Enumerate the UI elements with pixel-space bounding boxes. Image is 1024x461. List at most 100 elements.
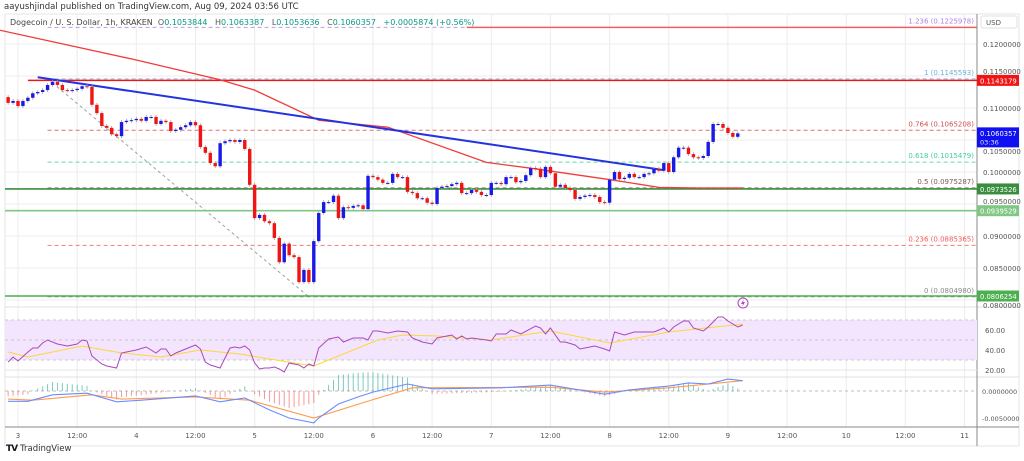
candle[interactable]: [149, 116, 153, 118]
candle[interactable]: [524, 175, 528, 181]
candle[interactable]: [124, 120, 129, 123]
candle[interactable]: [144, 116, 148, 121]
candle[interactable]: [386, 182, 390, 184]
candle[interactable]: [26, 97, 30, 101]
candle[interactable]: [410, 191, 415, 194]
candle[interactable]: [696, 157, 701, 159]
candle[interactable]: [514, 177, 518, 183]
candle[interactable]: [45, 84, 50, 91]
candle[interactable]: [134, 118, 139, 121]
candle[interactable]: [198, 125, 203, 148]
candle[interactable]: [302, 269, 306, 283]
candle[interactable]: [474, 189, 479, 192]
candle[interactable]: [731, 132, 735, 137]
candle[interactable]: [287, 243, 291, 256]
candle[interactable]: [736, 133, 740, 137]
candle[interactable]: [85, 86, 89, 88]
candle[interactable]: [90, 86, 94, 105]
candle[interactable]: [440, 186, 444, 188]
candle[interactable]: [218, 143, 222, 167]
candle[interactable]: [282, 243, 286, 263]
candle[interactable]: [657, 168, 661, 171]
candle[interactable]: [178, 127, 183, 130]
candle[interactable]: [504, 177, 508, 185]
candle[interactable]: [326, 202, 331, 204]
candle[interactable]: [686, 147, 691, 155]
candle[interactable]: [65, 90, 69, 92]
candle[interactable]: [632, 173, 636, 178]
candle[interactable]: [499, 182, 503, 185]
candle[interactable]: [430, 202, 434, 204]
candle[interactable]: [538, 168, 543, 178]
candle[interactable]: [460, 182, 464, 194]
candle[interactable]: [346, 207, 351, 209]
candle[interactable]: [435, 188, 439, 204]
candle[interactable]: [228, 140, 232, 142]
candle[interactable]: [726, 127, 730, 133]
candle[interactable]: [642, 173, 646, 178]
candle[interactable]: [558, 184, 562, 187]
candle[interactable]: [622, 177, 627, 180]
lightning-alert-icon[interactable]: [737, 297, 749, 309]
candle[interactable]: [691, 154, 696, 158]
candle[interactable]: [390, 173, 395, 183]
candle[interactable]: [55, 81, 60, 85]
candle[interactable]: [341, 207, 346, 219]
candle[interactable]: [119, 122, 124, 137]
candle[interactable]: [297, 257, 301, 283]
candle[interactable]: [208, 152, 212, 164]
candle[interactable]: [533, 168, 538, 170]
candle[interactable]: [415, 193, 420, 199]
candle[interactable]: [484, 195, 489, 197]
candle[interactable]: [105, 125, 109, 128]
candle[interactable]: [272, 223, 277, 238]
candle[interactable]: [519, 180, 523, 183]
candle[interactable]: [647, 173, 651, 175]
candle[interactable]: [371, 175, 375, 178]
candle[interactable]: [317, 212, 321, 242]
candle[interactable]: [395, 173, 400, 178]
candle[interactable]: [267, 221, 272, 224]
candle[interactable]: [716, 124, 720, 125]
candle[interactable]: [652, 168, 656, 174]
candle[interactable]: [188, 122, 193, 126]
candle[interactable]: [21, 100, 25, 107]
candle[interactable]: [489, 182, 493, 196]
candle[interactable]: [455, 182, 459, 185]
candle[interactable]: [607, 179, 612, 203]
candle[interactable]: [593, 195, 597, 197]
candle[interactable]: [203, 147, 208, 153]
candle[interactable]: [129, 120, 134, 122]
candle[interactable]: [548, 166, 553, 174]
candle[interactable]: [312, 241, 316, 283]
candle[interactable]: [573, 189, 577, 199]
candle[interactable]: [701, 156, 705, 158]
candle[interactable]: [563, 184, 567, 188]
candle[interactable]: [450, 184, 454, 187]
candle[interactable]: [721, 124, 725, 128]
candle[interactable]: [109, 127, 114, 135]
candle[interactable]: [662, 163, 666, 171]
candle[interactable]: [238, 140, 242, 142]
candle[interactable]: [671, 157, 676, 172]
symbol-name[interactable]: Dogecoin / U. S. Dollar, 1h, KRAKEN: [10, 18, 153, 27]
candle[interactable]: [568, 188, 572, 190]
candle[interactable]: [711, 124, 715, 142]
candle[interactable]: [262, 214, 267, 222]
tradingview-footer[interactable]: TV TradingView: [6, 444, 71, 454]
candle[interactable]: [553, 173, 558, 187]
candle[interactable]: [361, 205, 365, 210]
candle[interactable]: [257, 214, 262, 219]
candle[interactable]: [16, 100, 20, 107]
candle[interactable]: [248, 148, 252, 185]
candle[interactable]: [667, 163, 671, 172]
candle[interactable]: [381, 179, 385, 183]
candle[interactable]: [100, 113, 104, 126]
candle[interactable]: [464, 193, 469, 195]
candle[interactable]: [75, 88, 79, 91]
candle[interactable]: [509, 177, 513, 179]
candle[interactable]: [617, 172, 622, 180]
candle[interactable]: [479, 191, 484, 196]
candle[interactable]: [277, 237, 281, 263]
